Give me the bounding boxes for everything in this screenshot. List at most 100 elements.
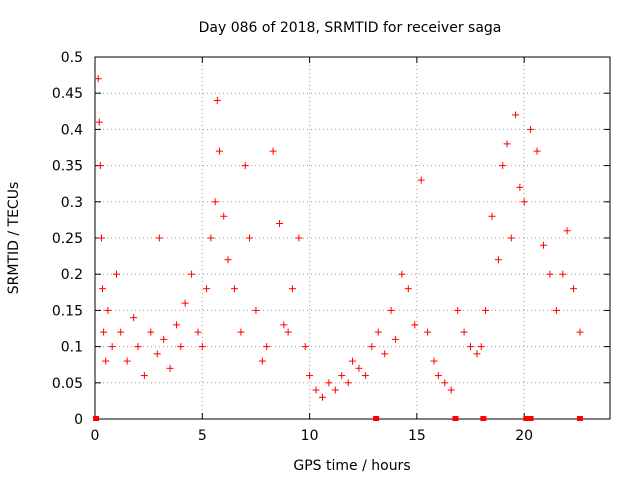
data-point xyxy=(430,357,438,365)
x-axis-label: GPS time / hours xyxy=(293,458,410,474)
data-point xyxy=(147,328,155,336)
data-point xyxy=(546,270,554,278)
baseline-marker xyxy=(480,416,487,421)
data-point xyxy=(301,343,309,351)
data-point xyxy=(527,125,535,133)
data-point xyxy=(387,306,395,314)
x-tick-label: 15 xyxy=(408,428,426,444)
baseline-markers xyxy=(93,416,583,421)
data-point xyxy=(312,386,320,394)
data-point xyxy=(331,386,339,394)
y-axis-label: SRMTID / TECUs xyxy=(6,182,22,295)
data-point xyxy=(230,285,238,293)
data-point xyxy=(117,328,125,336)
baseline-marker xyxy=(93,416,100,421)
data-point xyxy=(252,306,260,314)
y-tick-label: 0.2 xyxy=(61,267,83,283)
data-point xyxy=(398,270,406,278)
y-tick-label: 0.5 xyxy=(61,50,83,66)
data-point xyxy=(130,314,138,322)
data-point xyxy=(173,321,181,329)
y-tick-label: 0.1 xyxy=(61,340,83,356)
data-point xyxy=(188,270,196,278)
data-point xyxy=(434,372,442,380)
data-point xyxy=(295,234,303,242)
data-point xyxy=(224,256,232,264)
data-point xyxy=(102,357,110,365)
y-tick-label: 0.4 xyxy=(61,122,83,138)
data-point xyxy=(338,372,346,380)
data-point xyxy=(552,306,560,314)
data-point xyxy=(97,234,105,242)
data-point xyxy=(507,234,515,242)
data-point xyxy=(134,343,142,351)
data-point xyxy=(140,372,148,380)
data-point xyxy=(263,343,271,351)
data-point xyxy=(576,328,584,336)
data-point xyxy=(516,183,524,191)
data-point xyxy=(441,379,449,387)
axis-ticks xyxy=(94,56,610,420)
data-point xyxy=(570,285,578,293)
data-point xyxy=(198,343,206,351)
data-point xyxy=(181,299,189,307)
x-tick-label: 0 xyxy=(91,428,100,444)
y-tick-label: 0.05 xyxy=(52,376,83,392)
data-point xyxy=(269,147,277,155)
data-point xyxy=(306,372,314,380)
data-point xyxy=(112,270,120,278)
data-point xyxy=(374,328,382,336)
baseline-marker xyxy=(452,416,459,421)
data-point xyxy=(241,162,249,170)
y-tick-label: 0.25 xyxy=(52,231,83,247)
data-point xyxy=(520,198,528,206)
data-point xyxy=(288,285,296,293)
data-point xyxy=(559,270,567,278)
data-point xyxy=(499,162,507,170)
data-point xyxy=(108,343,116,351)
y-tick-label: 0.35 xyxy=(52,159,83,175)
data-point xyxy=(99,285,107,293)
data-points xyxy=(94,75,584,401)
data-point xyxy=(344,379,352,387)
data-point xyxy=(512,111,520,119)
x-tick-label: 10 xyxy=(301,428,319,444)
data-point xyxy=(318,393,326,401)
y-tick-label: 0.45 xyxy=(52,86,83,102)
data-point xyxy=(494,256,502,264)
baseline-marker xyxy=(523,416,530,421)
data-point xyxy=(276,220,284,228)
data-point xyxy=(284,328,292,336)
data-point xyxy=(404,285,412,293)
data-point xyxy=(211,198,219,206)
data-point xyxy=(411,321,419,329)
data-point xyxy=(477,343,485,351)
data-point xyxy=(104,306,112,314)
data-point xyxy=(194,328,202,336)
grid xyxy=(95,57,610,419)
data-point xyxy=(539,241,547,249)
data-point xyxy=(123,357,131,365)
data-point xyxy=(424,328,432,336)
data-point xyxy=(533,147,541,155)
y-tick-label: 0 xyxy=(74,412,83,428)
data-point xyxy=(100,328,108,336)
data-point xyxy=(96,162,104,170)
data-point xyxy=(563,227,571,235)
data-point xyxy=(381,350,389,358)
baseline-marker xyxy=(576,416,583,421)
data-point xyxy=(361,372,369,380)
data-point xyxy=(460,328,468,336)
data-point xyxy=(473,350,481,358)
data-point xyxy=(488,212,496,220)
chart-title: Day 086 of 2018, SRMTID for receiver sag… xyxy=(199,20,502,36)
data-point xyxy=(207,234,215,242)
data-point xyxy=(467,343,475,351)
axis-tick-labels: 0 0.05 0.1 0.15 0.2 0.25 0.3 0.35 0.4 0.45 0.5 0 5 10… xyxy=(52,50,533,444)
y-tick-label: 0.15 xyxy=(52,303,83,319)
data-point xyxy=(503,140,511,148)
data-point xyxy=(280,321,288,329)
data-point xyxy=(349,357,356,365)
